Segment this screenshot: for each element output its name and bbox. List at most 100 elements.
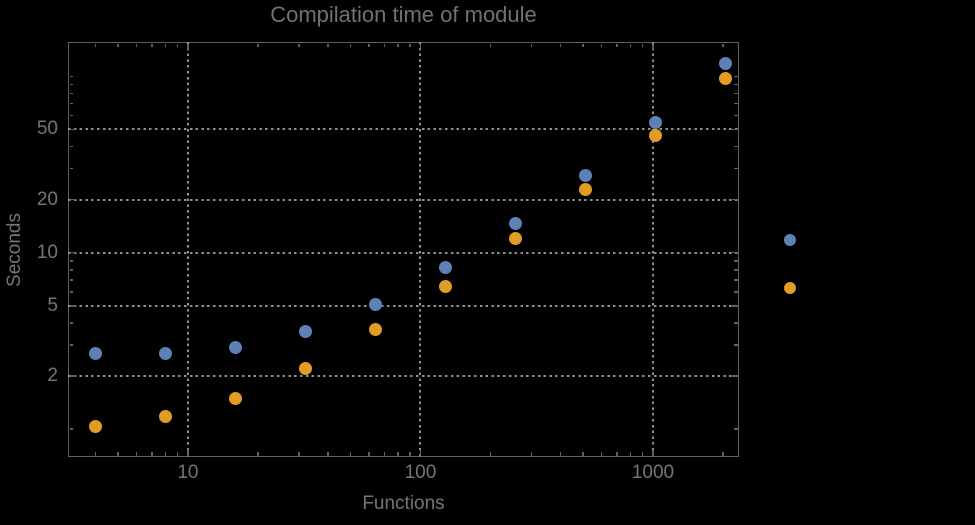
horizontal-gridline <box>68 251 739 254</box>
data-point-blue-series <box>368 297 382 311</box>
y-axis-tick-right <box>731 251 738 254</box>
y-axis-tick <box>69 83 73 86</box>
y-axis-tick <box>69 260 73 262</box>
y-axis-tick <box>69 102 73 105</box>
y-axis-tick-right <box>731 128 738 131</box>
y-axis-tick <box>69 375 76 377</box>
x-axis-tick <box>164 452 167 456</box>
x-axis-tick <box>383 452 386 456</box>
x-axis-tick <box>368 452 370 456</box>
x-axis-tick <box>641 452 644 456</box>
x-axis-tick-top <box>489 43 492 47</box>
x-axis-tick-top <box>629 43 632 47</box>
x-axis-tick <box>722 452 724 456</box>
y-axis-tick-right <box>734 114 738 117</box>
x-axis-tick <box>187 449 189 456</box>
data-point-blue-series <box>158 346 172 360</box>
data-point-blue-series <box>298 324 312 338</box>
data-point-blue-series <box>508 217 522 231</box>
y-axis-tick-right <box>734 92 738 95</box>
y-axis-tick-right <box>731 198 738 201</box>
x-axis-label: Functions <box>362 493 445 514</box>
y-axis-tick <box>69 167 73 170</box>
y-axis-tick-right <box>734 83 738 86</box>
y-axis-tick <box>69 145 73 148</box>
data-point-blue-series <box>718 57 732 71</box>
data-point-orange-series <box>578 183 592 197</box>
x-axis-tick <box>176 452 179 456</box>
x-axis-tick <box>559 452 562 456</box>
y-axis-tick-right <box>734 291 738 293</box>
x-axis-tick-top <box>368 43 370 47</box>
x-axis-tick-top <box>600 43 603 47</box>
vertical-gridline <box>651 42 654 457</box>
x-axis-tick-top <box>641 43 644 47</box>
y-axis-tick-right <box>734 75 738 78</box>
x-axis-tick-top <box>559 43 562 47</box>
x-axis-tick <box>629 452 632 456</box>
x-axis-tick <box>94 452 97 456</box>
x-axis-tick-top <box>616 43 618 47</box>
plot-frame <box>68 42 739 457</box>
data-point-orange-series <box>158 409 172 423</box>
x-axis-tick-top <box>187 43 189 50</box>
horizontal-gridline <box>68 128 739 131</box>
x-tick-label-1000: 1000 <box>631 462 675 483</box>
data-point-orange-series <box>718 72 732 86</box>
horizontal-gridline <box>68 198 739 201</box>
x-axis-tick-top <box>722 43 724 47</box>
horizontal-gridline <box>68 375 739 378</box>
x-axis-tick-top <box>298 43 300 47</box>
x-axis-tick-top <box>135 43 138 47</box>
x-axis-tick <box>397 452 399 456</box>
x-axis-tick-top <box>530 43 533 47</box>
data-point-orange-series <box>368 323 382 337</box>
y-axis-tick <box>69 92 73 95</box>
x-axis-tick <box>600 452 603 456</box>
x-axis-tick-top <box>327 43 329 47</box>
y-axis-tick <box>69 291 73 293</box>
y-axis-tick <box>69 279 73 281</box>
y-axis-tick <box>69 269 73 271</box>
x-axis-tick <box>530 452 533 456</box>
y-axis-tick-right <box>734 428 738 430</box>
vertical-gridline <box>186 42 189 457</box>
x-axis-tick-top <box>151 43 153 47</box>
data-point-blue-series <box>228 341 242 355</box>
y-tick-label-20: 20 <box>36 188 58 210</box>
y-axis-tick <box>69 128 76 131</box>
x-axis-tick <box>298 452 300 456</box>
x-axis-tick <box>135 452 138 456</box>
x-axis-tick-top <box>117 43 119 47</box>
data-point-orange-series <box>438 280 452 294</box>
y-axis-tick <box>69 344 73 346</box>
vertical-gridline <box>419 42 422 457</box>
x-axis-tick-top <box>409 43 411 47</box>
y-axis-tick <box>69 322 73 324</box>
y-axis-tick-right <box>734 167 738 170</box>
y-tick-label-10: 10 <box>36 241 58 263</box>
y-axis-tick-right <box>734 145 738 148</box>
y-axis-tick-right <box>734 260 738 262</box>
data-point-orange-series <box>298 362 312 376</box>
y-tick-label-50: 50 <box>36 118 58 140</box>
x-tick-label-10: 10 <box>177 462 199 483</box>
data-point-blue-series <box>438 260 452 274</box>
legend-marker-blue-series <box>784 234 796 246</box>
x-axis-tick-top <box>582 43 584 47</box>
x-axis-tick-top <box>349 43 352 47</box>
y-axis-tick-right <box>734 102 738 105</box>
x-axis-tick-top <box>383 43 386 47</box>
x-axis-tick <box>489 452 492 456</box>
x-axis-tick-top <box>652 43 654 50</box>
y-axis-tick <box>69 428 73 430</box>
x-axis-tick <box>117 452 119 456</box>
x-tick-label-100: 100 <box>404 462 437 483</box>
data-point-orange-series <box>228 391 242 405</box>
x-axis-tick <box>582 452 584 456</box>
legend-marker-orange-series <box>784 282 796 294</box>
x-axis-tick <box>349 452 352 456</box>
x-axis-tick-top <box>257 43 259 47</box>
data-point-blue-series <box>648 115 662 129</box>
